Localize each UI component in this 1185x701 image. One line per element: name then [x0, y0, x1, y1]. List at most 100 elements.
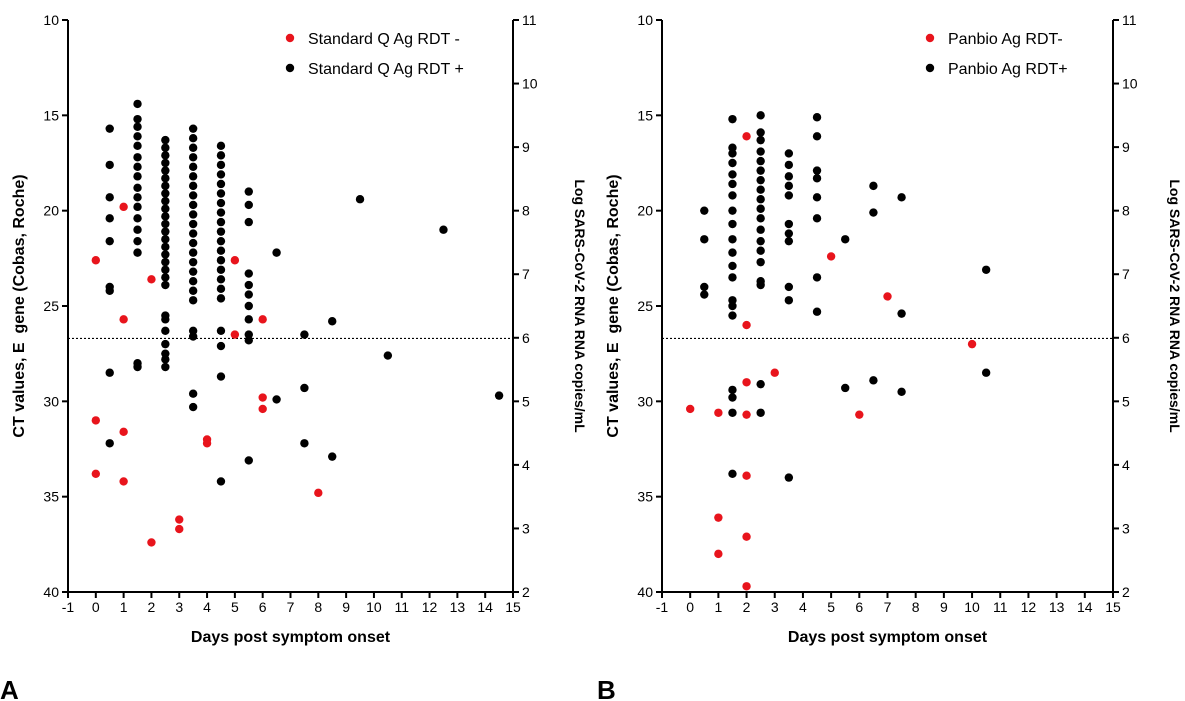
y-tick-label: 10 [43, 12, 59, 28]
data-point [714, 549, 723, 559]
data-point [188, 210, 198, 219]
data-point [133, 99, 142, 109]
data-point [188, 162, 198, 172]
data-point [784, 236, 794, 246]
data-point [784, 282, 794, 292]
data-point [216, 326, 226, 335]
data-point [188, 267, 198, 276]
x-tick-label: 9 [940, 599, 948, 615]
data-point [728, 179, 737, 189]
data-point [328, 317, 337, 326]
data-point [188, 389, 198, 398]
data-point [742, 532, 751, 541]
data-point [742, 471, 751, 480]
x-tick-label: 7 [287, 599, 295, 615]
data-point [897, 309, 906, 318]
data-point [105, 124, 114, 133]
data-point [133, 202, 142, 212]
data-point [244, 269, 253, 278]
y-tick-label: 15 [637, 107, 653, 123]
y2-axis-label: Log SARS-CoV-2 RNA RNA copies/mL [1167, 179, 1183, 433]
data-point [188, 238, 198, 248]
data-point [855, 410, 864, 419]
x-tick-label: 2 [148, 599, 156, 615]
y2-tick-label: 11 [522, 12, 537, 28]
x-tick-label: 3 [175, 599, 183, 615]
x-tick-label: -1 [62, 599, 75, 615]
data-point [188, 219, 198, 229]
data-point [133, 132, 142, 141]
data-point [714, 513, 723, 522]
data-point [812, 193, 822, 202]
data-point [258, 315, 267, 324]
x-tick-label: 11 [993, 599, 1008, 615]
data-point [728, 261, 737, 271]
data-point [258, 393, 267, 402]
legend-marker [285, 33, 295, 43]
data-point [188, 296, 198, 305]
data-point [756, 175, 765, 185]
data-point [784, 149, 794, 158]
y2-tick-label: 2 [522, 584, 530, 600]
data-point [728, 158, 737, 168]
data-point [216, 265, 226, 274]
y2-tick-label: 3 [522, 520, 530, 536]
data-point [161, 242, 170, 252]
data-point [258, 404, 267, 414]
data-point [216, 341, 226, 351]
data-point [981, 368, 991, 377]
data-point [188, 229, 198, 238]
data-point [756, 195, 765, 204]
data-point [133, 141, 142, 151]
data-point [714, 408, 723, 417]
data-point [728, 408, 737, 417]
data-point [742, 410, 751, 419]
data-point [133, 162, 142, 172]
data-point [188, 191, 198, 200]
data-point [133, 114, 142, 124]
data-point [869, 376, 878, 385]
x-tick-label: 14 [1077, 599, 1093, 615]
data-point [756, 135, 765, 145]
data-point [216, 189, 226, 198]
y-tick-label: 40 [637, 584, 653, 600]
data-point [756, 147, 765, 156]
data-point [812, 166, 822, 175]
legend-entry: Standard Q Ag RDT + [308, 61, 464, 78]
data-point [728, 311, 737, 320]
data-point [784, 229, 794, 238]
y-tick-label: 30 [637, 393, 653, 409]
data-point [841, 383, 850, 393]
data-point [161, 158, 170, 168]
data-point [756, 204, 765, 213]
data-point [147, 275, 156, 284]
y2-tick-label: 4 [522, 457, 530, 473]
data-point [728, 149, 737, 158]
y-tick-label: 20 [637, 203, 653, 219]
data-point [742, 378, 751, 387]
x-tick-label: 5 [827, 599, 835, 615]
data-point [897, 387, 906, 396]
data-point [812, 307, 822, 316]
y2-tick-label: 6 [1122, 330, 1130, 346]
data-point [244, 217, 253, 227]
data-point [756, 156, 765, 166]
data-point [188, 124, 198, 133]
data-point [728, 248, 737, 257]
data-point [133, 153, 142, 162]
data-point [756, 236, 765, 246]
data-point [91, 256, 101, 265]
y2-tick-label: 7 [522, 266, 530, 282]
data-point [133, 172, 142, 181]
x-tick-label: 3 [771, 599, 779, 615]
x-tick-label: 15 [505, 599, 521, 615]
data-point [105, 236, 114, 246]
data-point [161, 280, 170, 290]
data-point [728, 301, 737, 311]
data-point [216, 256, 226, 265]
data-point [161, 257, 170, 267]
y-tick-label: 35 [43, 489, 59, 505]
y-axis-label: CT values, E gene (Cobas, Roche) [605, 174, 622, 437]
data-point [728, 393, 737, 402]
data-point [439, 225, 448, 234]
